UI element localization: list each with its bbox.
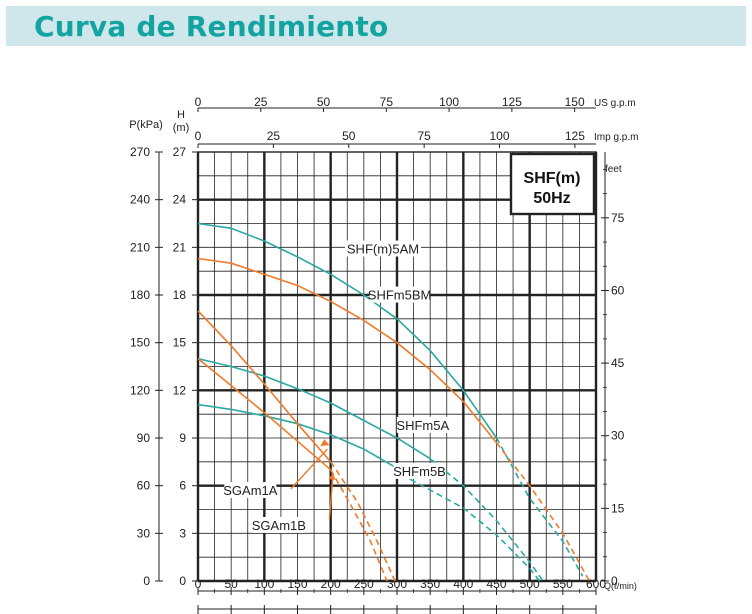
curve-label-bg — [252, 516, 305, 533]
q-tick-label: 100 — [254, 577, 274, 591]
arrowhead-sgam1b — [328, 472, 336, 480]
us-gpm-axis-label: US g.p.m — [594, 98, 636, 109]
p-tick-label: 210 — [130, 240, 150, 254]
h-tick-label: 27 — [173, 145, 187, 159]
q-tick-label: 250 — [354, 577, 374, 591]
h-axis-label: H — [177, 109, 185, 121]
p-tick-label: 180 — [130, 288, 150, 302]
h-tick-label: 15 — [173, 336, 187, 350]
p-tick-label: 60 — [137, 479, 151, 493]
p-tick-label: 240 — [130, 193, 150, 207]
us-gpm-tick-label: 150 — [565, 95, 585, 109]
us-gpm-tick-label: 0 — [195, 95, 202, 109]
curve-label-bg — [345, 240, 421, 257]
imp-gpm-tick-label: 50 — [342, 129, 356, 143]
feet-tick-label: 60 — [611, 283, 625, 297]
feet-tick-label: 0 — [611, 574, 618, 588]
q-tick-label: 450 — [486, 577, 506, 591]
h-tick-label: 24 — [173, 193, 187, 207]
q-tick-label: 350 — [420, 577, 440, 591]
h-tick-label: 21 — [173, 240, 187, 254]
imp-gpm-tick-label: 0 — [195, 129, 202, 143]
curve-shfm5bm-dashed — [495, 442, 591, 582]
curve-shf-m-5am-dashed — [495, 437, 584, 577]
arrow-sgam1b — [328, 479, 334, 520]
curve-label-sgam1b: SGAm1B — [252, 518, 306, 533]
h-tick-label: 18 — [173, 288, 187, 302]
page-title: Curva de Rendimiento — [34, 10, 389, 43]
p-tick-label: 270 — [130, 145, 150, 159]
us-gpm-tick-label: 50 — [317, 95, 331, 109]
us-gpm-tick-label: 100 — [439, 95, 459, 109]
curve-label-bg — [393, 462, 446, 479]
model-frequency: 50Hz — [533, 190, 570, 207]
curve-label-shfm5b: SHFm5B — [393, 464, 446, 479]
q-tick-label: 550 — [553, 577, 573, 591]
h-tick-label: 9 — [179, 431, 186, 445]
curve-shfm5b — [197, 403, 411, 480]
q-tick-label: 500 — [520, 577, 540, 591]
q-tick-label: 150 — [287, 577, 307, 591]
h-tick-label: 3 — [179, 526, 186, 540]
q-tick-label: 200 — [321, 577, 341, 591]
header-band — [6, 6, 746, 46]
h-axis-unit: (m) — [173, 122, 190, 134]
imp-gpm-tick-label: 75 — [417, 129, 431, 143]
curve-label-bg — [369, 286, 430, 303]
p-tick-label: 120 — [130, 383, 150, 397]
feet-tick-label: 30 — [611, 429, 625, 443]
curve-label-shfm5a: SHFm5A — [396, 418, 449, 433]
h-tick-label: 12 — [173, 383, 187, 397]
q-axis-label: Q(ℓ/min) — [604, 581, 637, 591]
us-gpm-tick-label: 125 — [502, 95, 522, 109]
q-tick-label: 0 — [195, 577, 202, 591]
curve-shfm5a — [197, 357, 431, 460]
arrowhead-sgam1a — [320, 439, 330, 447]
p-axis-label: P(kPa) — [129, 119, 163, 131]
feet-tick-label: 45 — [611, 356, 625, 370]
curve-label-shfm5bm: SHFm5BM — [368, 288, 432, 303]
curve-shfm5bm — [197, 257, 498, 444]
curve-shf-m-5am — [197, 222, 498, 439]
imp-gpm-axis-label: Imp g.p.m — [594, 132, 638, 143]
us-gpm-tick-label: 75 — [380, 95, 394, 109]
curve-sgam1b-dashed — [330, 469, 388, 582]
curve-sgam1a — [197, 310, 332, 463]
q-tick-label: 50 — [224, 577, 238, 591]
imp-gpm-tick-label: 125 — [565, 129, 585, 143]
feet-tick-label: 15 — [611, 501, 625, 515]
p-tick-label: 30 — [137, 526, 151, 540]
feet-axis-label: feet — [605, 164, 622, 175]
curve-sgam1b — [197, 357, 332, 471]
plot-frame — [197, 151, 597, 582]
p-tick-label: 0 — [143, 574, 150, 588]
model-name: SHF(m) — [524, 170, 581, 187]
arrow-sgam1a — [290, 448, 328, 490]
imp-gpm-tick-label: 25 — [267, 129, 281, 143]
feet-tick-label: 75 — [611, 211, 625, 225]
h-tick-label: 0 — [179, 574, 186, 588]
us-gpm-tick-label: 25 — [254, 95, 268, 109]
curve-label-shf-m-5am: SHF(m)5AM — [347, 242, 419, 257]
q-tick-label: 300 — [387, 577, 407, 591]
imp-gpm-tick-label: 100 — [489, 129, 509, 143]
curve-shfm5a-dashed — [429, 458, 544, 582]
model-box — [509, 152, 596, 216]
curve-label-bg — [224, 482, 277, 499]
curve-shfm5b-dashed — [409, 478, 541, 582]
p-tick-label: 150 — [130, 336, 150, 350]
curve-sgam1a-dashed — [330, 461, 396, 582]
q-tick-label: 400 — [453, 577, 473, 591]
p-tick-label: 90 — [137, 431, 151, 445]
curve-label-bg — [396, 416, 449, 433]
h-tick-label: 6 — [179, 479, 186, 493]
curve-label-sgam1a: SGAm1A — [223, 483, 278, 498]
